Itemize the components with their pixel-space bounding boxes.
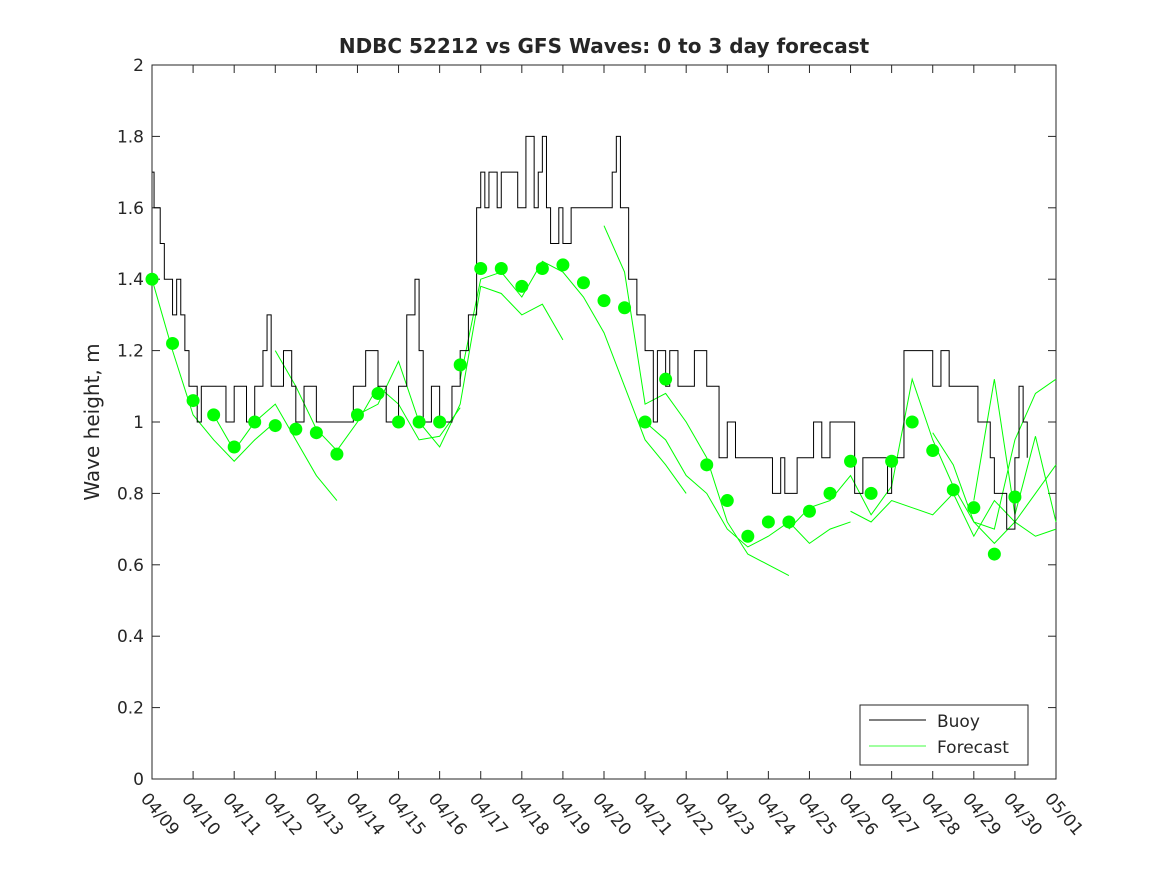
y-tick-label: 1.8 (117, 127, 144, 147)
y-tick-label: 0 (133, 770, 144, 790)
x-tick-label: 05/01 (1040, 789, 1087, 839)
plot-area (151, 64, 1057, 780)
y-tick-label: 1.2 (117, 342, 144, 362)
x-tick-label: 04/26 (835, 789, 882, 839)
y-tick-label: 0.4 (117, 627, 144, 647)
x-tick-label: 04/20 (588, 789, 635, 839)
forecast-point (741, 529, 755, 543)
x-tick-label: 04/23 (711, 789, 758, 839)
forecast-point (515, 279, 529, 293)
y-tick-label: 2 (133, 56, 144, 76)
forecast-point (926, 444, 940, 458)
forecast-point (659, 372, 673, 386)
forecast-point (227, 440, 241, 454)
forecast-point (371, 386, 385, 400)
x-tick-label: 04/10 (177, 789, 224, 839)
x-tick-label: 04/28 (917, 789, 964, 839)
x-tick-label: 04/30 (999, 789, 1046, 839)
forecast-line (274, 350, 461, 452)
x-tick-label: 04/27 (876, 789, 923, 839)
y-tick-label: 1.6 (117, 199, 144, 219)
x-tick-label: 04/15 (383, 789, 430, 839)
forecast-line (603, 225, 790, 576)
x-tick-label: 04/09 (136, 789, 183, 839)
forecast-point (618, 301, 632, 315)
legend-buoy-label: Buoy (937, 712, 980, 732)
forecast-point (330, 447, 344, 461)
forecast-point (864, 486, 878, 500)
forecast-point (350, 408, 364, 422)
x-tick-label: 04/21 (629, 789, 676, 839)
forecast-point (166, 336, 180, 350)
x-tick-label: 04/16 (424, 789, 471, 839)
x-tick-label: 04/24 (753, 789, 800, 839)
forecast-line (151, 279, 276, 462)
forecast-point (207, 408, 221, 422)
forecast-point (700, 458, 714, 472)
forecast-point (268, 419, 282, 433)
y-tick-label: 0.2 (117, 699, 144, 719)
x-tick-label: 04/17 (465, 789, 512, 839)
forecast-line (644, 421, 851, 548)
forecast-point (494, 261, 508, 275)
forecast-point (905, 415, 919, 429)
chart-title: NDBC 52212 vs GFS Waves: 0 to 3 day fore… (339, 34, 870, 58)
forecast-point (248, 415, 262, 429)
x-tick-label: 04/19 (547, 789, 594, 839)
y-tick-label: 1 (133, 413, 144, 433)
forecast-point (576, 276, 590, 290)
forecast-point (987, 547, 1001, 561)
y-tick-label: 1.4 (117, 270, 144, 290)
forecast-point (844, 454, 858, 468)
legend-forecast-label: Forecast (937, 738, 1009, 758)
forecast-point (638, 415, 652, 429)
x-tick-label: 04/11 (218, 789, 265, 839)
forecast-point (761, 515, 775, 529)
forecast-point (946, 483, 960, 497)
forecast-point (453, 358, 467, 372)
forecast-point (720, 494, 734, 508)
forecast-line (357, 285, 564, 448)
forecast-point (412, 415, 426, 429)
forecast-point (289, 422, 303, 436)
x-tick-label: 04/29 (958, 789, 1005, 839)
x-tick-label: 04/25 (794, 789, 841, 839)
forecast-point (782, 515, 796, 529)
forecast-point (556, 258, 570, 272)
x-tick-label: 04/13 (301, 789, 348, 839)
forecast-point (474, 261, 488, 275)
y-axis-label: Wave height, m (80, 343, 104, 500)
forecast-point (967, 501, 981, 515)
forecast-point (535, 261, 549, 275)
x-tick-label: 04/14 (342, 789, 389, 839)
forecast-point (145, 272, 159, 286)
forecast-line (932, 378, 1057, 530)
forecast-point (309, 426, 323, 440)
forecast-point (186, 394, 200, 408)
forecast-point (1008, 490, 1022, 504)
y-tick-label: 0.8 (117, 484, 144, 504)
forecast-point (433, 415, 447, 429)
forecast-point (823, 486, 837, 500)
legend: Buoy Forecast (859, 704, 1029, 766)
forecast-point (802, 504, 816, 518)
x-tick-label: 04/12 (259, 789, 306, 839)
forecast-point (885, 454, 899, 468)
forecast-point (392, 415, 406, 429)
buoy-line (152, 135, 1028, 530)
x-tick-label: 04/22 (670, 789, 717, 839)
x-tick-label: 04/18 (506, 789, 553, 839)
y-tick-label: 0.6 (117, 556, 144, 576)
forecast-point (597, 294, 611, 308)
